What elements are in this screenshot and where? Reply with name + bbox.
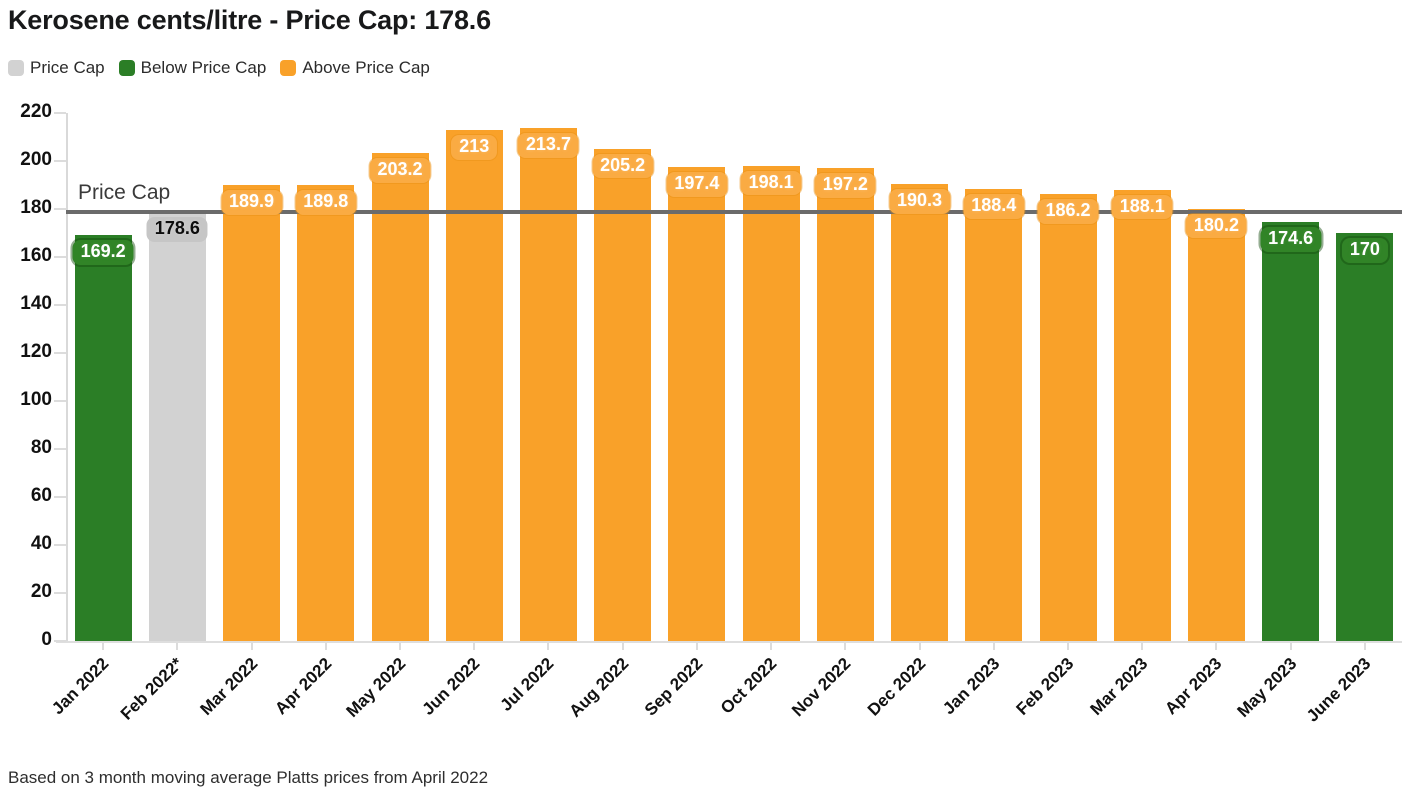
y-axis-tick-label: 160 bbox=[20, 245, 52, 266]
bar-feb-2023 bbox=[1039, 194, 1097, 641]
y-axis-tick bbox=[54, 592, 66, 594]
bar-apr-2023 bbox=[1187, 208, 1245, 641]
bar-value-label-oct-2022: 198.1 bbox=[740, 170, 802, 196]
bar-mar-2022 bbox=[223, 185, 281, 641]
x-axis-tick bbox=[176, 643, 179, 650]
y-axis-tick bbox=[54, 160, 66, 162]
legend-item-above-price-cap: Above Price Cap bbox=[280, 58, 430, 78]
y-axis-tick bbox=[54, 448, 66, 450]
price-cap-swatch-icon bbox=[8, 60, 24, 76]
bar-mar-2023 bbox=[1113, 189, 1171, 641]
bar-dec-2022 bbox=[891, 184, 949, 641]
bar-value-label-feb-2023: 186.2 bbox=[1037, 199, 1099, 224]
x-axis-tick bbox=[1141, 643, 1144, 650]
below-price-cap-swatch-icon bbox=[118, 60, 135, 76]
bar-value-label-jan-2022: 169.2 bbox=[72, 239, 134, 265]
x-axis-tick bbox=[1363, 643, 1366, 650]
x-axis-tick bbox=[250, 643, 253, 650]
bar-may-2022 bbox=[371, 153, 429, 641]
bar-value-label-jul-2022: 213.7 bbox=[517, 133, 579, 158]
bar-value-label-mar-2022: 189.9 bbox=[221, 190, 283, 216]
y-axis-tick bbox=[54, 400, 66, 402]
bar-value-label-apr-2022: 189.8 bbox=[295, 190, 357, 216]
above-price-cap-swatch-icon bbox=[280, 60, 297, 76]
bar-june-2023 bbox=[1336, 233, 1394, 641]
bar-value-label-may-2022: 203.2 bbox=[369, 158, 431, 184]
bar-jun-2022 bbox=[445, 129, 503, 641]
x-axis-tick bbox=[621, 643, 624, 650]
bar-value-label-apr-2023: 180.2 bbox=[1185, 213, 1247, 239]
price-cap-annotation: Price Cap bbox=[78, 181, 171, 205]
bar-oct-2022 bbox=[742, 165, 800, 641]
bar-value-label-dec-2022: 190.3 bbox=[889, 189, 951, 215]
y-axis-tick-label: 40 bbox=[30, 533, 52, 554]
legend-item-below-price-cap: Below Price Cap bbox=[118, 58, 267, 78]
y-axis-tick-label: 120 bbox=[20, 341, 52, 362]
bar-jan-2023 bbox=[965, 188, 1023, 641]
y-axis-tick-label: 20 bbox=[30, 581, 52, 602]
x-axis-tick bbox=[1067, 643, 1069, 650]
legend-item-price-cap: Price Cap bbox=[8, 58, 105, 78]
bar-sep-2022 bbox=[668, 167, 726, 641]
y-axis-tick bbox=[54, 256, 66, 258]
bar-value-label-jun-2022: 213 bbox=[451, 134, 498, 160]
bar-value-label-feb-2022: 178.6 bbox=[146, 217, 208, 243]
bar-value-label-sep-2022: 197.4 bbox=[666, 172, 728, 198]
bar-apr-2022 bbox=[297, 185, 355, 641]
x-axis-tick bbox=[324, 643, 327, 650]
y-axis-tick bbox=[54, 352, 66, 354]
bar-value-label-aug-2022: 205.2 bbox=[592, 153, 654, 179]
y-axis-tick-label: 180 bbox=[20, 197, 52, 218]
bar-value-label-june-2023: 170 bbox=[1341, 238, 1388, 263]
y-axis-tick-label: 200 bbox=[20, 149, 52, 170]
y-axis-tick-label: 0 bbox=[41, 629, 52, 650]
x-axis-tick bbox=[695, 643, 698, 650]
bar-aug-2022 bbox=[594, 148, 652, 641]
legend-label: Above Price Cap bbox=[302, 58, 430, 77]
y-axis-line bbox=[66, 113, 68, 641]
legend-label: Price Cap bbox=[30, 58, 105, 77]
y-axis-tick bbox=[54, 208, 66, 210]
y-axis-tick bbox=[54, 496, 66, 498]
bar-may-2023 bbox=[1262, 221, 1320, 641]
x-axis-tick bbox=[770, 643, 773, 650]
x-axis-tick bbox=[1289, 643, 1292, 650]
bar-nov-2022 bbox=[816, 167, 874, 641]
legend-label: Below Price Cap bbox=[140, 58, 267, 77]
chart-title: Kerosene cents/litre - Price Cap: 178.6 bbox=[8, 5, 491, 35]
x-axis-tick bbox=[399, 643, 401, 650]
x-axis-line bbox=[56, 641, 1402, 643]
x-axis-tick bbox=[547, 643, 550, 650]
y-axis-tick-label: 80 bbox=[30, 437, 52, 458]
bar-jul-2022 bbox=[519, 128, 577, 641]
bar-value-label-nov-2022: 197.2 bbox=[814, 172, 876, 198]
y-axis-tick-label: 140 bbox=[20, 293, 52, 314]
x-axis-tick bbox=[844, 643, 847, 650]
bar-value-label-mar-2023: 188.1 bbox=[1111, 194, 1173, 220]
x-axis-tick bbox=[473, 643, 476, 650]
x-axis-tick bbox=[102, 643, 105, 650]
footer-note: Based on 3 month moving average Platts p… bbox=[8, 768, 489, 787]
y-axis-tick-label: 220 bbox=[20, 101, 52, 122]
legend: Price Cap Below Price Cap Above Price Ca… bbox=[8, 58, 430, 78]
bar-feb-2022 bbox=[148, 212, 206, 641]
bar-jan-2022 bbox=[74, 234, 132, 641]
y-axis-tick bbox=[54, 640, 66, 642]
bar-value-label-may-2023: 174.6 bbox=[1260, 226, 1322, 252]
price-cap-line bbox=[66, 210, 1402, 215]
x-axis-tick bbox=[1215, 643, 1218, 650]
bar-value-label-jan-2023: 188.4 bbox=[963, 193, 1025, 219]
y-axis-tick bbox=[54, 112, 66, 114]
x-axis-tick bbox=[918, 643, 921, 650]
y-axis-tick bbox=[54, 304, 66, 306]
x-axis-tick bbox=[992, 643, 995, 650]
y-axis-tick bbox=[54, 544, 66, 546]
y-axis-tick-label: 60 bbox=[30, 485, 52, 506]
y-axis-tick-label: 100 bbox=[20, 389, 52, 410]
